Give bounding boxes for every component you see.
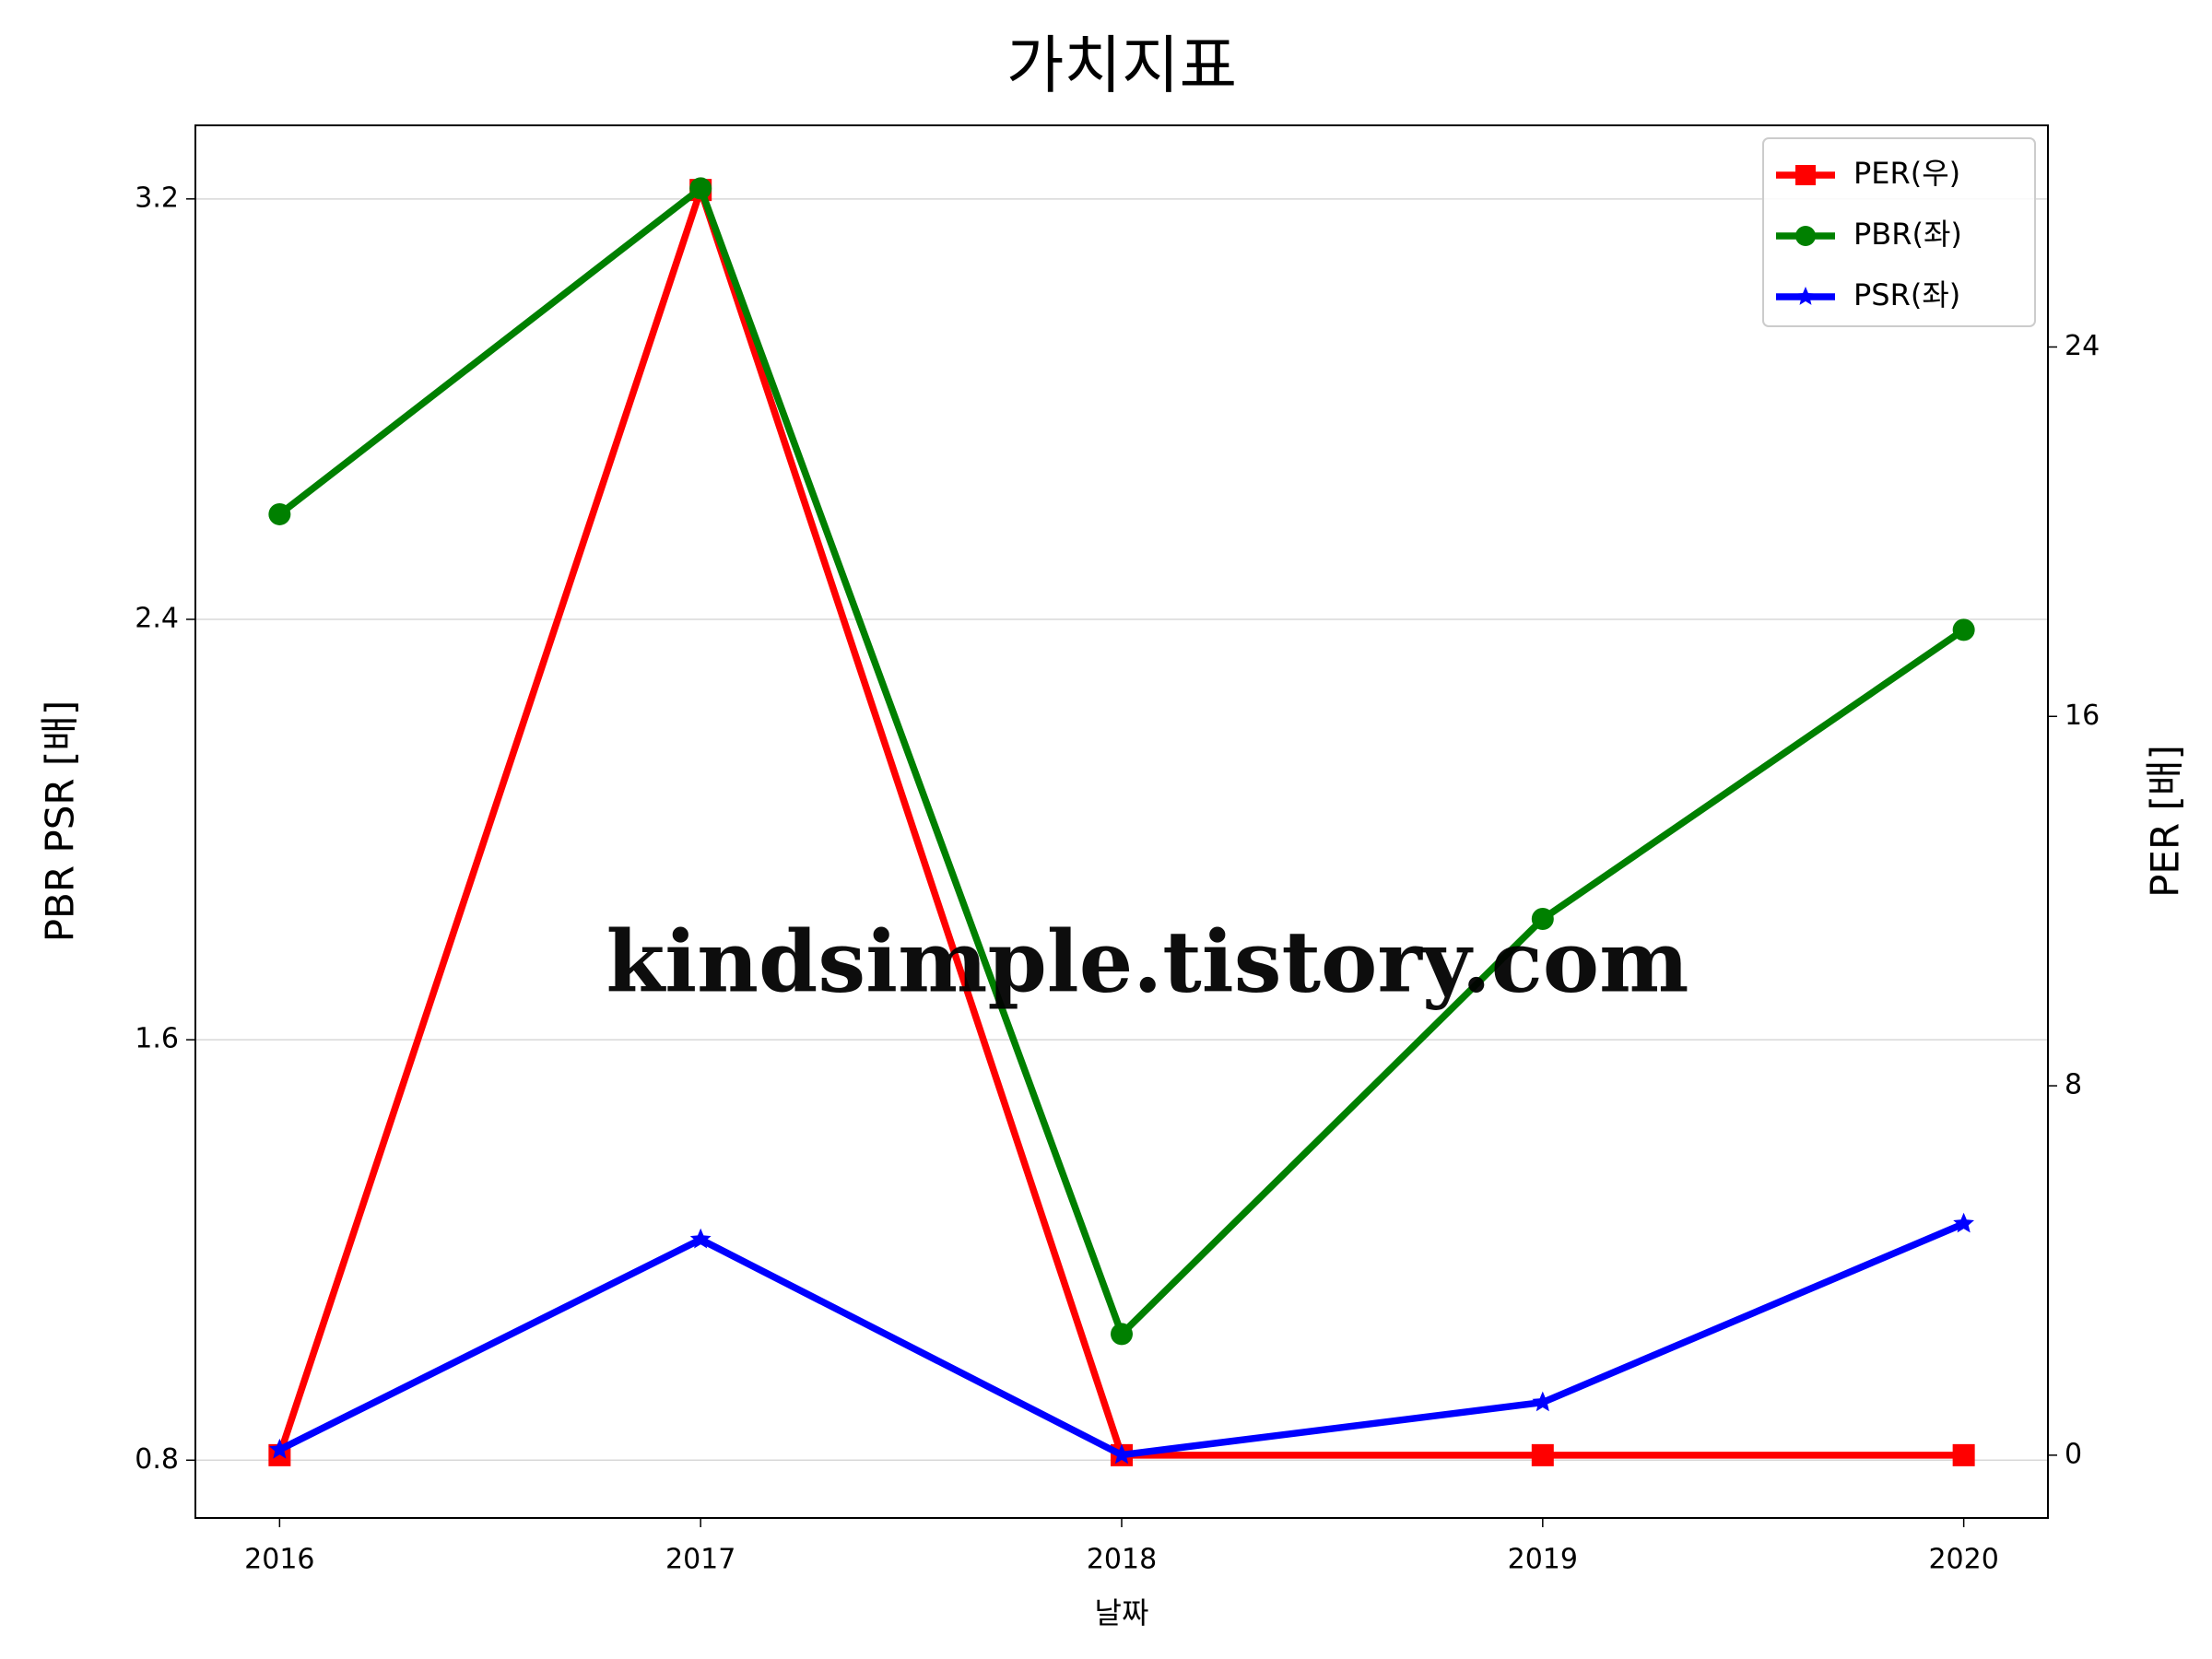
legend: PER(우) PBR(좌) PSR(좌) [1762, 137, 2036, 327]
y-tick-label: 0.8 [135, 1443, 179, 1476]
legend-marker [1795, 165, 1816, 185]
x-tick-label: 2020 [1928, 1544, 1998, 1576]
plot-frame [194, 124, 2049, 1519]
marker [1952, 618, 1975, 641]
x-tick-label: 2016 [244, 1544, 314, 1576]
x-tick-label: 2018 [1087, 1544, 1157, 1576]
y-axis-label: PBR PSR [배] [38, 700, 83, 943]
marker [1111, 1443, 1133, 1465]
x-tick-label: 2019 [1508, 1544, 1578, 1576]
watermark: kindsimple.tistory.com [606, 912, 1688, 1012]
x-axis-label: 날짜 [1095, 1595, 1149, 1630]
marker [1531, 1443, 1554, 1466]
marker [269, 1438, 290, 1459]
marker [689, 1228, 712, 1249]
y2-tick-label: 8 [2065, 1069, 2082, 1101]
legend-box [1762, 137, 2036, 327]
marker [1952, 1443, 1975, 1466]
y2-tick-label: 16 [2065, 700, 2100, 732]
marker [1532, 1391, 1554, 1412]
y2-tick-label: 24 [2065, 330, 2100, 362]
y-tick-label: 3.2 [135, 182, 179, 214]
marker [268, 502, 291, 525]
legend-marker [1795, 226, 1816, 246]
marker [1531, 907, 1554, 930]
marker [1111, 1323, 1133, 1346]
marker [1953, 1212, 1974, 1233]
y2-axis-label: PER [배] [2143, 745, 2188, 898]
x-tick-label: 2017 [665, 1544, 735, 1576]
chart-title: 가치지표 [1006, 30, 1237, 103]
y-tick-label: 1.6 [135, 1023, 179, 1055]
legend-label: PBR(좌) [1853, 217, 1962, 252]
legend-marker [1795, 287, 1816, 305]
marker [689, 177, 712, 200]
y-tick-label: 2.4 [135, 602, 179, 634]
y2-tick-label: 0 [2065, 1438, 2082, 1470]
legend-label: PER(우) [1853, 156, 1960, 191]
legend-label: PSR(좌) [1853, 277, 1960, 312]
